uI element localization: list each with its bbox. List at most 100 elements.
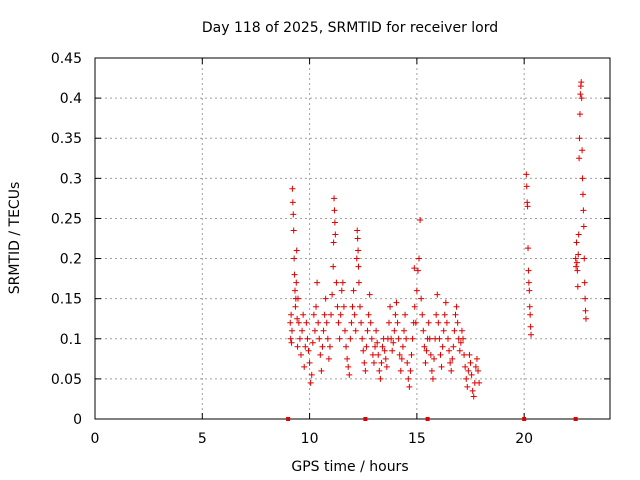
data-point <box>433 311 440 318</box>
data-point <box>525 245 532 252</box>
data-point <box>404 359 411 366</box>
data-point <box>299 327 306 334</box>
data-point <box>418 295 425 302</box>
data-point <box>373 327 380 334</box>
data-point <box>578 95 585 102</box>
data-point <box>581 279 588 286</box>
y-tick-label: 0.15 <box>51 292 82 308</box>
data-point <box>319 343 326 350</box>
data-point <box>401 327 407 334</box>
data-point <box>345 363 352 370</box>
data-point <box>305 347 312 354</box>
data-point <box>326 343 333 350</box>
data-point <box>572 255 579 262</box>
data-point <box>576 155 583 162</box>
data-point <box>322 295 329 302</box>
data-point <box>355 263 362 270</box>
baseline-marker <box>425 417 430 421</box>
data-point <box>438 363 445 370</box>
data-point <box>369 351 376 358</box>
data-point <box>467 359 474 366</box>
data-point <box>444 335 451 342</box>
data-point <box>320 327 327 334</box>
data-point <box>462 363 469 370</box>
data-point <box>294 343 301 350</box>
data-point <box>337 311 344 318</box>
data-point <box>289 185 296 192</box>
data-point <box>582 307 589 314</box>
data-point <box>426 335 433 342</box>
data-point <box>329 291 336 298</box>
data-point <box>389 347 396 354</box>
baseline-marker <box>522 417 527 421</box>
data-point <box>435 319 442 326</box>
data-point <box>398 355 405 362</box>
data-point <box>423 347 430 354</box>
data-point <box>324 335 331 342</box>
y-tick-label: 0.45 <box>51 51 82 67</box>
data-point <box>288 311 295 318</box>
data-point <box>441 311 448 318</box>
data-point <box>421 343 428 350</box>
baseline-marker <box>286 417 291 421</box>
data-point <box>335 319 342 326</box>
data-point <box>442 299 449 306</box>
data-point <box>454 319 461 326</box>
data-point <box>468 371 475 378</box>
x-tick-label: 15 <box>408 431 426 447</box>
data-point <box>450 343 457 350</box>
data-point <box>363 343 370 350</box>
data-point <box>347 335 354 342</box>
data-point <box>436 335 443 342</box>
data-point <box>370 359 377 366</box>
data-point <box>310 311 317 318</box>
data-point <box>573 259 580 266</box>
data-point <box>578 79 585 86</box>
data-point <box>397 367 404 374</box>
data-point <box>331 207 338 214</box>
data-point <box>290 211 297 218</box>
data-point <box>318 367 325 374</box>
data-point <box>382 355 389 362</box>
data-point <box>340 303 347 310</box>
data-point <box>348 319 355 326</box>
data-point <box>298 351 304 358</box>
data-point <box>575 251 582 258</box>
data-point <box>291 255 298 262</box>
data-point <box>358 319 365 326</box>
data-point <box>330 263 337 270</box>
data-point <box>341 327 348 334</box>
data-point <box>425 319 432 326</box>
x-tick-label: 0 <box>91 431 100 447</box>
data-point <box>346 371 353 378</box>
data-point <box>414 267 421 274</box>
data-point <box>350 287 357 294</box>
data-point <box>304 335 311 342</box>
data-point <box>360 347 367 354</box>
data-point <box>523 171 530 178</box>
data-point <box>461 351 468 358</box>
data-point <box>343 343 350 350</box>
data-point <box>580 223 587 230</box>
data-point <box>428 367 435 374</box>
data-point <box>354 235 361 242</box>
data-point <box>437 351 444 358</box>
data-point <box>447 359 454 366</box>
y-tick-label: 0.2 <box>60 252 82 268</box>
x-axis-label: GPS time / hours <box>291 459 408 475</box>
data-point <box>526 303 533 310</box>
data-point <box>306 359 313 366</box>
data-point <box>307 379 314 386</box>
data-point <box>579 147 586 154</box>
data-point <box>427 351 434 358</box>
data-point <box>411 265 418 272</box>
data-point <box>399 343 406 350</box>
x-tick-label: 10 <box>301 431 319 447</box>
data-point <box>339 279 346 286</box>
y-tick-label: 0.35 <box>51 131 82 147</box>
data-point <box>579 191 586 198</box>
data-point <box>315 319 322 326</box>
data-point <box>396 351 403 358</box>
data-point <box>301 363 308 370</box>
